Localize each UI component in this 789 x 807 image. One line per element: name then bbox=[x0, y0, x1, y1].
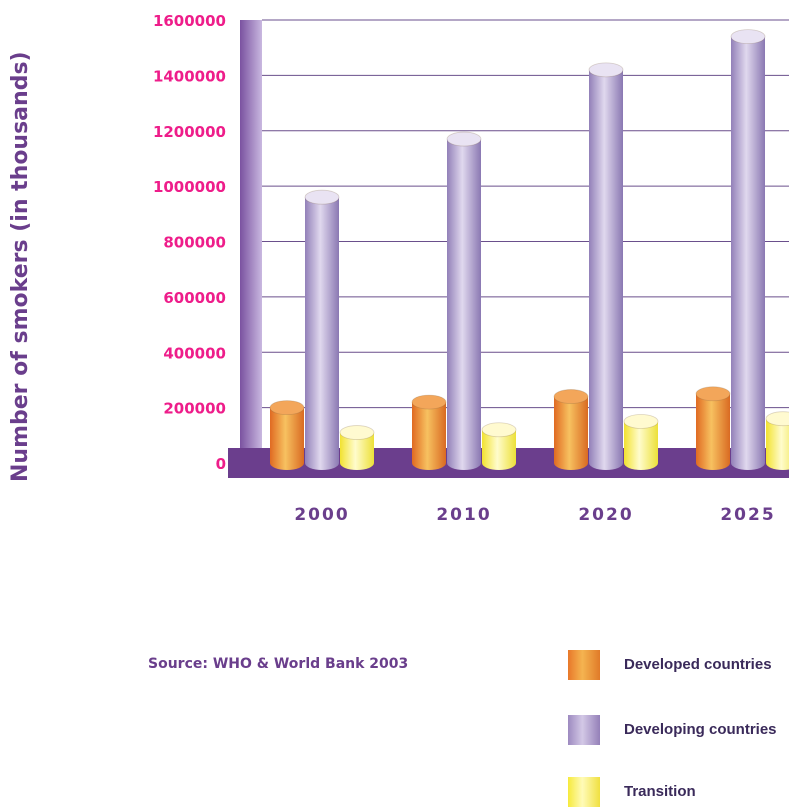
bar bbox=[623, 414, 659, 470]
y-tick-label: 1200000 bbox=[153, 123, 226, 141]
bar bbox=[553, 389, 589, 470]
bar bbox=[765, 411, 789, 470]
legend-label-developing: Developing countries bbox=[624, 721, 777, 738]
source-note: Source: WHO & World Bank 2003 bbox=[148, 656, 409, 672]
bar bbox=[446, 131, 482, 470]
bar bbox=[339, 425, 375, 470]
y-tick-label: 1600000 bbox=[153, 12, 226, 30]
y-tick-label: 600000 bbox=[163, 289, 226, 307]
x-tick-label: 2020 bbox=[578, 505, 633, 525]
bar bbox=[588, 62, 624, 470]
legend-label-developed: Developed countries bbox=[624, 656, 772, 673]
x-tick-label: 2000 bbox=[294, 505, 349, 525]
y-axis-ticks: 0 200000 400000 600000 800000 1000000 1200000 1… bbox=[153, 12, 226, 473]
y-tick-label: 1400000 bbox=[153, 67, 226, 85]
x-tick-label: 2025 bbox=[720, 505, 775, 525]
y-tick-label: 400000 bbox=[163, 344, 226, 362]
y-tick-label: 1000000 bbox=[153, 178, 226, 196]
x-tick-label: 2010 bbox=[436, 505, 491, 525]
bar bbox=[481, 422, 517, 470]
back-wall bbox=[240, 20, 262, 450]
y-axis-title: Number of smokers (in thousands) bbox=[8, 51, 33, 483]
legend-swatch-transition bbox=[568, 777, 600, 807]
y-tick-label: 200000 bbox=[163, 400, 226, 418]
bar bbox=[269, 400, 305, 470]
legend-item-developed: Developed countries bbox=[568, 650, 789, 680]
bar bbox=[304, 189, 340, 470]
bar bbox=[695, 386, 731, 470]
gridlines bbox=[262, 19, 789, 409]
y-tick-label: 0 bbox=[216, 455, 226, 473]
legend-swatch-developing bbox=[568, 715, 600, 745]
bars bbox=[269, 29, 789, 470]
legend-item-transition: Transition bbox=[568, 777, 789, 807]
legend-label-transition: Transition bbox=[624, 783, 696, 800]
bar bbox=[730, 29, 766, 470]
legend-swatch-developed bbox=[568, 650, 600, 680]
legend-item-developing: Developing countries bbox=[568, 715, 789, 745]
x-axis-ticks: 2000 2010 2020 2025 bbox=[294, 505, 775, 525]
bar bbox=[411, 394, 447, 470]
y-tick-label: 800000 bbox=[163, 234, 226, 252]
